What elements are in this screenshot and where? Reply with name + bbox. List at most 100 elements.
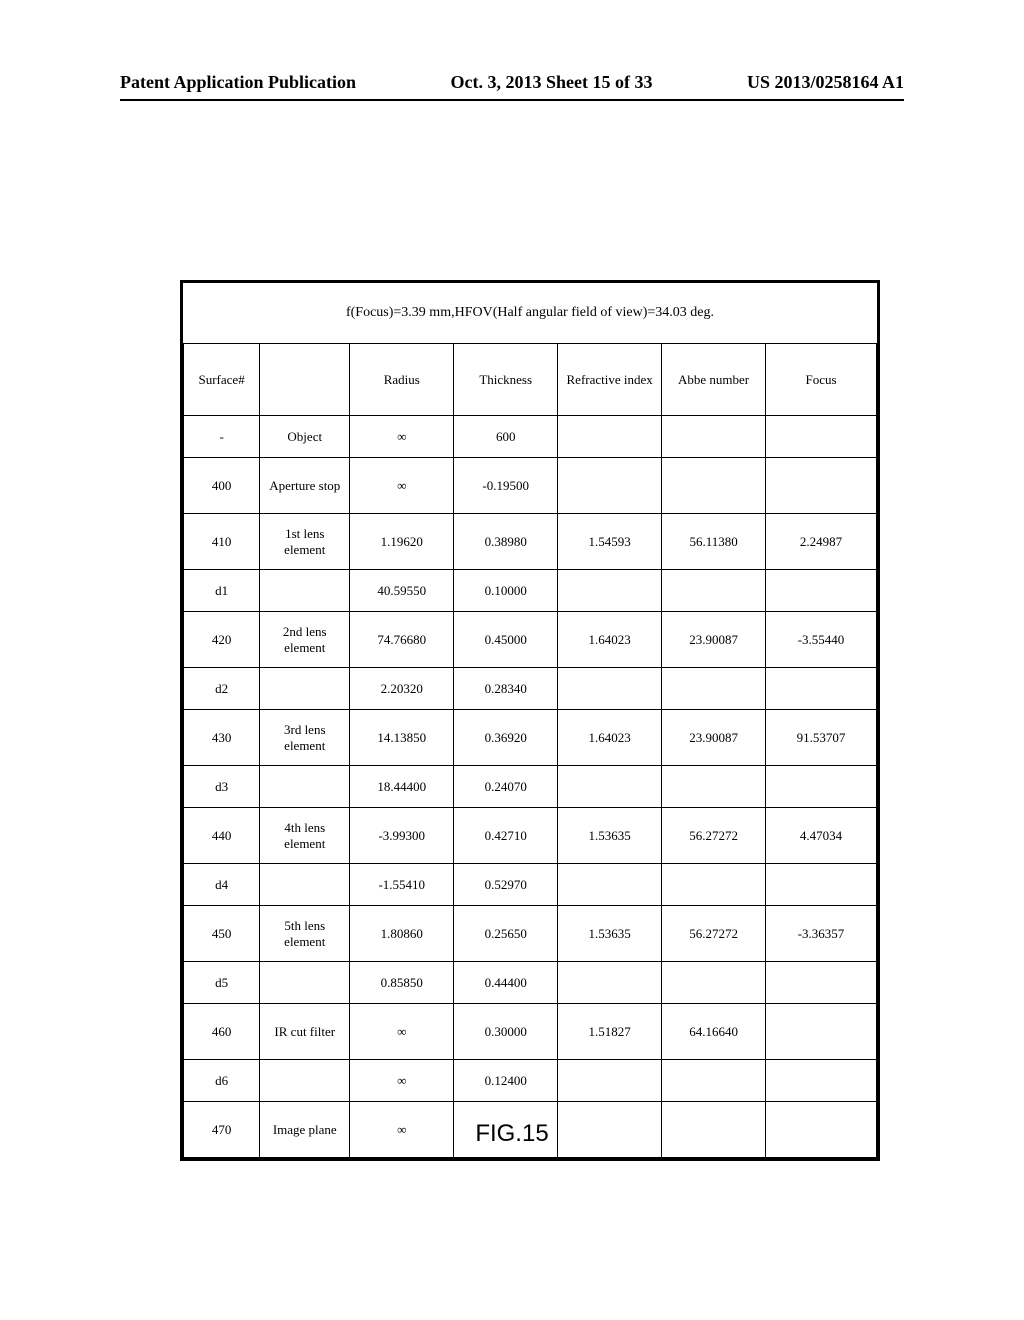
table-row: 4202nd lens element74.766800.450001.6402… — [184, 612, 877, 668]
table-cell: 3rd lens element — [260, 710, 350, 766]
table-cell: 420 — [184, 612, 260, 668]
table-cell — [662, 766, 766, 808]
table-row: 460IR cut filter∞0.300001.5182764.16640 — [184, 1004, 877, 1060]
table-cell: 0.28340 — [454, 668, 558, 710]
table-cell: 1.51827 — [558, 1004, 662, 1060]
table-cell: 23.90087 — [662, 710, 766, 766]
table-cell: 0.12400 — [454, 1060, 558, 1102]
table-row: d6∞0.12400 — [184, 1060, 877, 1102]
table-cell — [260, 864, 350, 906]
table-cell — [662, 1060, 766, 1102]
table-cell: 1.53635 — [558, 808, 662, 864]
table-cell: 4.47034 — [766, 808, 877, 864]
table-row: 4505th lens element1.808600.256501.53635… — [184, 906, 877, 962]
table-cell: 2nd lens element — [260, 612, 350, 668]
table-cell: 600 — [454, 416, 558, 458]
table-cell: 1.53635 — [558, 906, 662, 962]
table-cell: 440 — [184, 808, 260, 864]
col-header-focus: Focus — [766, 344, 877, 416]
table-cell: 2.20320 — [350, 668, 454, 710]
table-cell — [260, 962, 350, 1004]
table-cell — [558, 766, 662, 808]
table-cell — [662, 962, 766, 1004]
table-cell: -3.99300 — [350, 808, 454, 864]
table-cell: 40.59550 — [350, 570, 454, 612]
table-cell — [766, 766, 877, 808]
table-cell — [766, 570, 877, 612]
table-cell: 400 — [184, 458, 260, 514]
table-row: d3 18.444000.24070 — [184, 766, 877, 808]
table-cell — [558, 458, 662, 514]
table-cell: 0.45000 — [454, 612, 558, 668]
table-cell: d5 — [184, 962, 260, 1004]
table-cell: d4 — [184, 864, 260, 906]
table-cell: 0.24070 — [454, 766, 558, 808]
table-cell: 56.27272 — [662, 808, 766, 864]
table-cell: 1.80860 — [350, 906, 454, 962]
table-cell: 18.44400 — [350, 766, 454, 808]
table-cell: 0.10000 — [454, 570, 558, 612]
header-right: US 2013/0258164 A1 — [747, 72, 904, 93]
table-cell: 0.85850 — [350, 962, 454, 1004]
header-left: Patent Application Publication — [120, 72, 356, 93]
col-header-name — [260, 344, 350, 416]
table-cell: 1st lens element — [260, 514, 350, 570]
table-cell — [558, 416, 662, 458]
table-cell — [260, 570, 350, 612]
table-row: -Object∞600 — [184, 416, 877, 458]
table-cell: 56.11380 — [662, 514, 766, 570]
table-cell: -3.55440 — [766, 612, 877, 668]
col-header-surface: Surface# — [184, 344, 260, 416]
table-cell: 2.24987 — [766, 514, 877, 570]
table-cell: ∞ — [350, 1004, 454, 1060]
table-cell: 430 — [184, 710, 260, 766]
table-cell: 64.16640 — [662, 1004, 766, 1060]
table-cell: 56.27272 — [662, 906, 766, 962]
table-cell: ∞ — [350, 458, 454, 514]
table-cell: 4th lens element — [260, 808, 350, 864]
table-cell: 1.54593 — [558, 514, 662, 570]
table-cell: d2 — [184, 668, 260, 710]
table-cell: 23.90087 — [662, 612, 766, 668]
table-cell — [260, 766, 350, 808]
table-cell — [766, 668, 877, 710]
table-cell — [766, 962, 877, 1004]
table-cell: 91.53707 — [766, 710, 877, 766]
table-cell — [662, 416, 766, 458]
table-cell — [260, 1060, 350, 1102]
table-row: 400Aperture stop∞-0.19500 — [184, 458, 877, 514]
header-center: Oct. 3, 2013 Sheet 15 of 33 — [451, 72, 653, 93]
lens-data-table: Surface# Radius Thickness Refractive ind… — [183, 343, 877, 1158]
table-body: -Object∞600400Aperture stop∞-0.195004101… — [184, 416, 877, 1158]
table-cell — [558, 668, 662, 710]
table-cell — [558, 570, 662, 612]
table-cell — [260, 668, 350, 710]
lens-data-table-container: f(Focus)=3.39 mm,HFOV(Half angular field… — [180, 280, 880, 1161]
table-cell — [766, 458, 877, 514]
table-cell — [662, 864, 766, 906]
table-row: 4101st lens element1.196200.389801.54593… — [184, 514, 877, 570]
table-cell: 0.36920 — [454, 710, 558, 766]
table-row: d50.858500.44400 — [184, 962, 877, 1004]
table-row: d2 2.203200.28340 — [184, 668, 877, 710]
table-cell — [662, 570, 766, 612]
table-cell: 460 — [184, 1004, 260, 1060]
table-cell: - — [184, 416, 260, 458]
col-header-abbe: Abbe number — [662, 344, 766, 416]
table-cell: Object — [260, 416, 350, 458]
table-cell: d3 — [184, 766, 260, 808]
table-row: 4404th lens element-3.993000.427101.5363… — [184, 808, 877, 864]
table-cell — [662, 458, 766, 514]
table-cell — [766, 416, 877, 458]
page-header: Patent Application Publication Oct. 3, 2… — [0, 72, 1024, 101]
table-cell: 450 — [184, 906, 260, 962]
col-header-refractive: Refractive index — [558, 344, 662, 416]
header-rule — [120, 99, 904, 101]
table-cell: 0.25650 — [454, 906, 558, 962]
table-cell: 1.19620 — [350, 514, 454, 570]
table-cell: 14.13850 — [350, 710, 454, 766]
table-cell: -3.36357 — [766, 906, 877, 962]
table-cell — [766, 1004, 877, 1060]
table-cell: 0.38980 — [454, 514, 558, 570]
table-cell: -1.55410 — [350, 864, 454, 906]
